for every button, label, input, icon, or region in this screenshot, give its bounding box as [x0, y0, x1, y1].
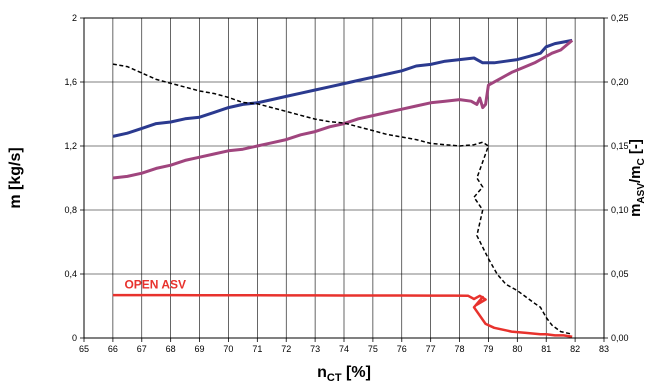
annotation-label: OPEN ASV [124, 277, 186, 291]
x-tick-label: 83 [599, 344, 609, 354]
x-tick-label: 73 [310, 344, 320, 354]
y-tick-label: 0,8 [64, 205, 77, 215]
x-tick-label: 70 [223, 344, 233, 354]
series-line-4 [112, 63, 573, 335]
y2-tick-label: 0,20 [611, 77, 629, 87]
y2-tick-label: 0,05 [611, 269, 629, 279]
series-layer [112, 38, 574, 338]
x-tick-label: 81 [541, 344, 551, 354]
y-tick-label: 0,4 [64, 269, 77, 279]
y-axis-title: m [kg/s] [7, 147, 24, 208]
x-tick-label: 66 [108, 344, 118, 354]
annotations: OPEN ASV [124, 277, 186, 291]
x-tick-labels: 65 66 67 68 69 70 71 72 73 74 75 76 77 78 79 80 81 82 83 [79, 338, 609, 354]
y-tick-label: 2 [72, 13, 77, 23]
y2-tick-labels: 0,00 0,05 0,10 0,15 0,20 0,25 [604, 13, 629, 343]
y-tick-label: 1,2 [64, 141, 77, 151]
x-tick-label: 68 [166, 344, 176, 354]
x-axis-title: nCT [%] [317, 364, 371, 383]
x-tick-label: 80 [512, 344, 522, 354]
y-tick-labels: 0 0,4 0,8 1,2 1,6 2 [64, 13, 84, 343]
y2-tick-label: 0,15 [611, 141, 629, 151]
x-tick-label: 69 [195, 344, 205, 354]
series-line-3 [112, 293, 573, 338]
x-tick-label: 65 [79, 344, 89, 354]
x-tick-label: 67 [137, 344, 147, 354]
x-tick-label: 74 [339, 344, 349, 354]
y-tick-label: 1,6 [64, 77, 77, 87]
x-tick-label: 77 [426, 344, 436, 354]
y2-axis-title: mASV/mC [-] [627, 139, 647, 217]
y2-tick-label: 0,00 [611, 333, 629, 343]
y-tick-label: 0 [72, 333, 77, 343]
x-tick-label: 76 [397, 344, 407, 354]
series-line-1 [112, 38, 573, 138]
x-tick-label: 72 [281, 344, 291, 354]
y2-tick-label: 0,25 [611, 13, 629, 23]
x-tick-label: 75 [368, 344, 378, 354]
x-tick-label: 79 [483, 344, 493, 354]
x-tick-label: 78 [455, 344, 465, 354]
x-tick-label: 71 [252, 344, 262, 354]
y2-tick-label: 0,10 [611, 205, 629, 215]
series-line-2 [112, 39, 574, 180]
x-tick-label: 82 [570, 344, 580, 354]
